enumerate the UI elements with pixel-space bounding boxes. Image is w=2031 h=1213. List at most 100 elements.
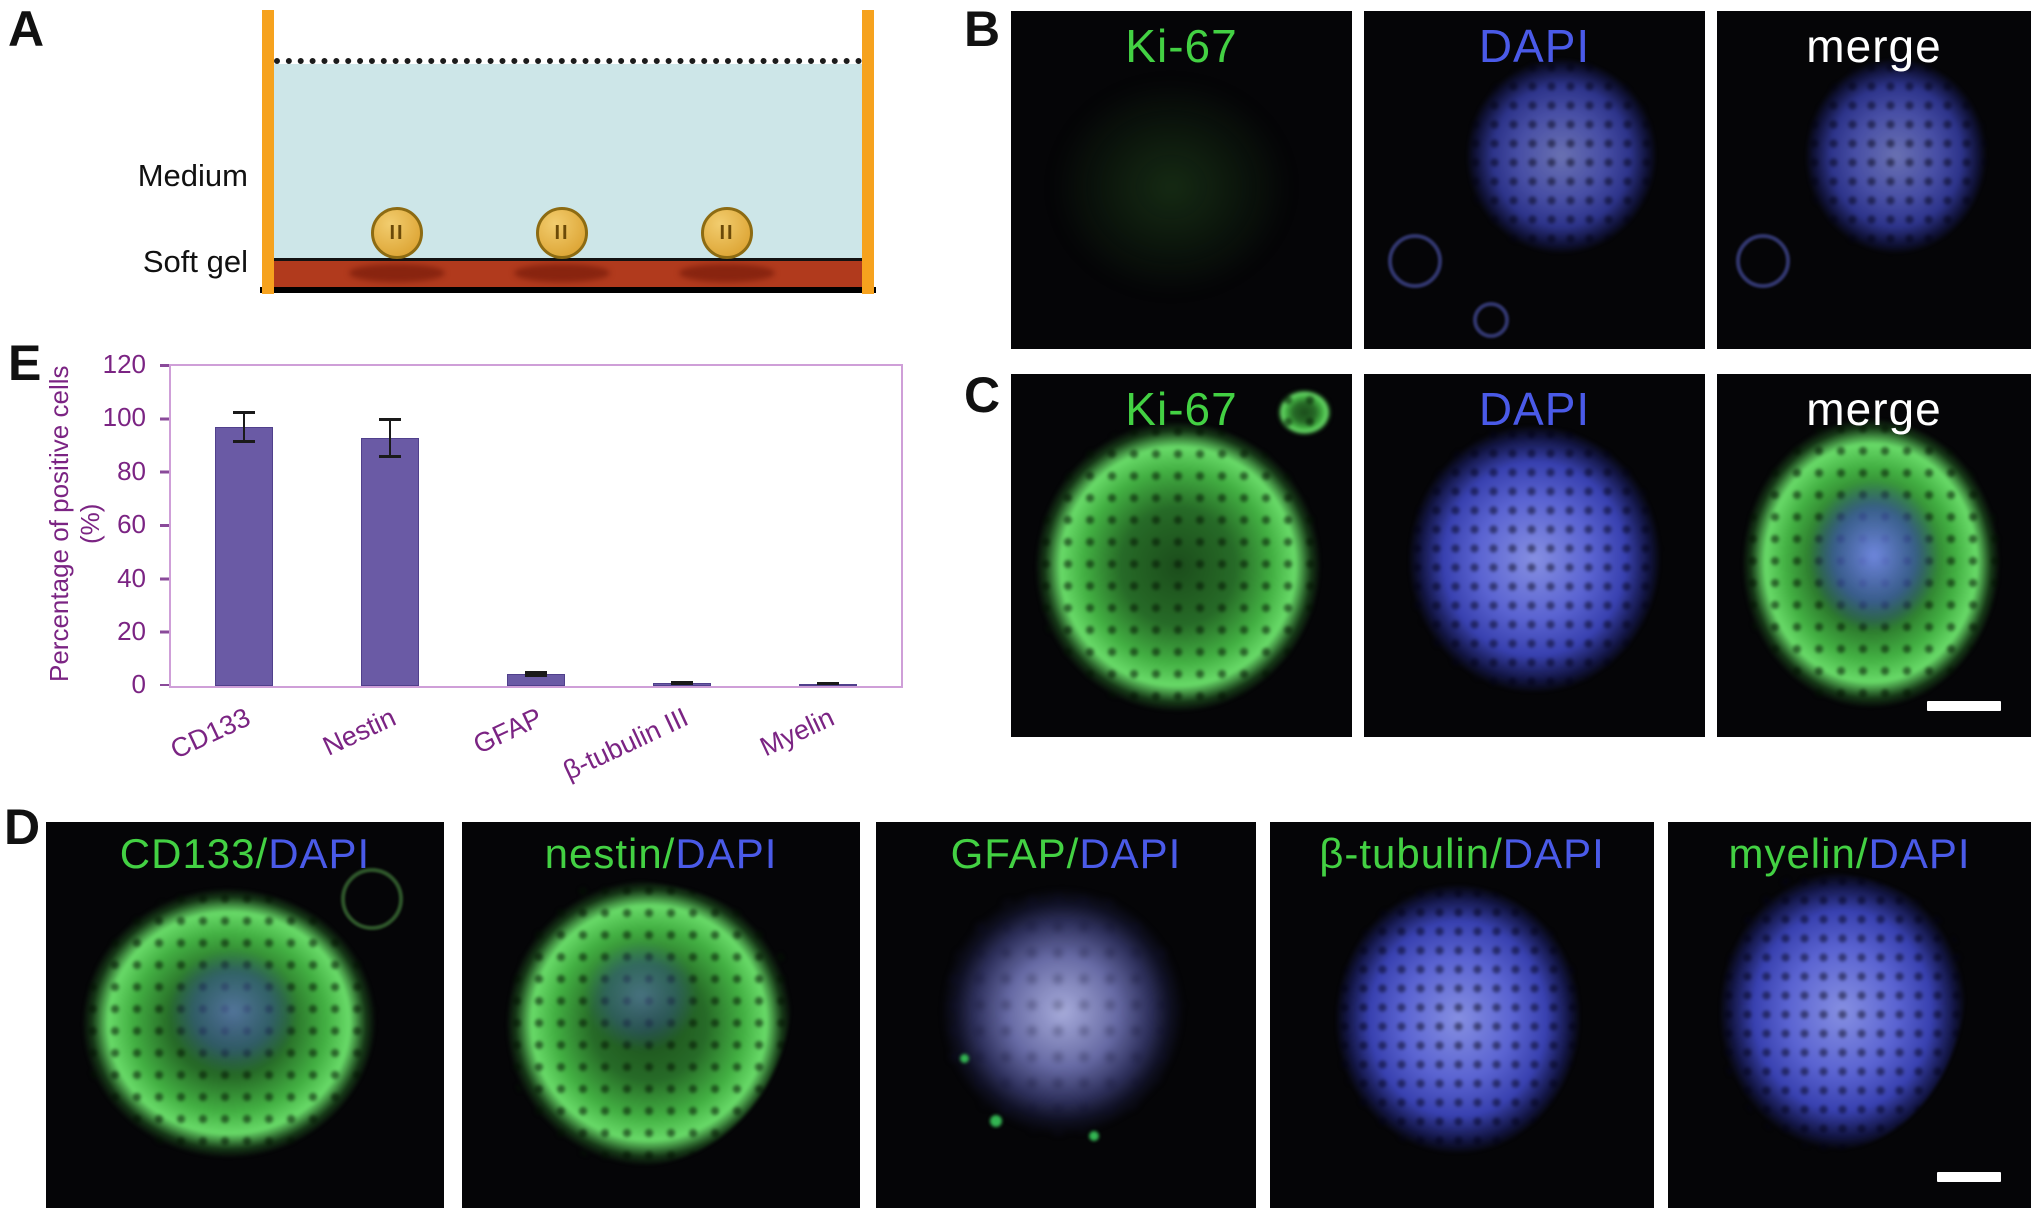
micro-image-c-ki67: Ki-67 (1011, 374, 1352, 737)
marker-label: myelin/ (1728, 830, 1869, 877)
micro-image-d-btubulin: β-tubulin/DAPI (1270, 822, 1654, 1208)
spheroid-glyph: II (554, 221, 570, 244)
chart-y-tick-labels: 120 100 80 60 40 20 0 (86, 349, 152, 699)
dapi-label: DAPI (1079, 830, 1182, 877)
micro-image-d-gfap: GFAP/DAPI (876, 822, 1256, 1208)
neurosphere-blue-core (1804, 475, 1944, 636)
image-label-merge: merge (1806, 383, 1942, 435)
y-tick-label: 40 (117, 563, 146, 593)
gel-interface-line (274, 258, 862, 261)
dish-wall-right (862, 10, 874, 294)
micro-image-b-merge: merge (1717, 11, 2031, 349)
gfap-speck (990, 1115, 1002, 1128)
panel-label-c: C (964, 367, 1001, 423)
y-tick-label: 100 (102, 402, 146, 432)
neurosphere-blue (1804, 58, 1988, 255)
y-tick-label: 60 (117, 509, 146, 539)
dapi-label: DAPI (1502, 830, 1605, 877)
debris-ring (1387, 234, 1442, 289)
y-tick-marks (160, 364, 169, 686)
bar-slot-gfap (463, 366, 609, 686)
micro-image-b-dapi: DAPI (1364, 11, 1705, 349)
dish-base-line (260, 287, 876, 293)
micro-image-b-ki67: Ki-67 (1011, 11, 1352, 349)
category-label: GFAP (468, 702, 547, 760)
category-label: CD133 (165, 702, 255, 765)
culture-dish-schematic: II II II (260, 10, 876, 294)
y-tick-label: 120 (102, 349, 146, 379)
image-label-ki67: Ki-67 (1125, 20, 1238, 72)
panel-label-d: D (4, 799, 41, 855)
gel-smudge (349, 264, 445, 282)
y-tick-label: 20 (117, 616, 146, 646)
debris-ring (340, 868, 403, 931)
image-label-dapi: DAPI (1478, 20, 1591, 72)
marker-label: nestin/ (544, 830, 676, 877)
micro-image-c-dapi: DAPI (1364, 374, 1705, 737)
gel-smudge (514, 264, 610, 282)
chart-bar (361, 438, 419, 686)
bar-slot-btubulin (609, 366, 755, 686)
image-label-merge: merge (1806, 20, 1942, 72)
dapi-label: DAPI (675, 830, 778, 877)
panel-label-a: A (8, 1, 45, 57)
debris-ring (1735, 234, 1790, 289)
dapi-label: DAPI (268, 830, 371, 877)
image-label-ki67: Ki-67 (1125, 383, 1238, 435)
neurosphere-blue (1408, 424, 1661, 694)
neurosphere-blue (1335, 883, 1582, 1154)
panel-label-b: B (964, 1, 1001, 57)
micro-image-d-nestin: nestin/DAPI (462, 822, 860, 1208)
image-label-cd133-dapi: CD133/DAPI (46, 830, 444, 878)
medium-fill-line (274, 58, 862, 64)
dish-wall-left (262, 10, 274, 294)
image-label-myelin-dapi: myelin/DAPI (1668, 830, 2031, 878)
error-bar (243, 411, 245, 444)
marker-label: CD133/ (119, 830, 269, 877)
micro-image-c-merge: merge (1717, 374, 2031, 737)
scale-bar (1937, 1172, 2001, 1182)
micro-image-d-cd133: CD133/DAPI (46, 822, 444, 1208)
error-bar (389, 418, 391, 458)
soft-gel-label: Soft gel (142, 244, 248, 279)
gfap-speck (1088, 1130, 1099, 1141)
neurosphere-faint-green (1051, 78, 1291, 295)
spheroid-glyph: II (719, 221, 735, 244)
image-label-gfap-dapi: GFAP/DAPI (876, 830, 1256, 878)
marker-label: β-tubulin/ (1319, 830, 1503, 877)
neurosphere-lavender (940, 887, 1184, 1135)
y-tick-label: 80 (117, 456, 146, 486)
image-label-nestin-dapi: nestin/DAPI (462, 830, 860, 878)
marker-label: GFAP/ (950, 830, 1080, 877)
neurosphere-blue-core (581, 937, 701, 1054)
bar-slot-nestin (317, 366, 463, 686)
error-bar (535, 670, 537, 678)
spheroid-icon: II (701, 207, 753, 259)
neurosphere-green (1034, 421, 1322, 712)
dapi-label: DAPI (1868, 830, 1971, 877)
chart-category-labels: CD133 Nestin GFAP β-tubulin III Myelin (165, 692, 899, 786)
bar-slot-cd133 (171, 366, 317, 686)
image-label-btubulin-dapi: β-tubulin/DAPI (1270, 830, 1654, 878)
medium-label: Medium (137, 158, 248, 193)
soft-gel-layer (274, 261, 862, 287)
bar-slot-myelin (755, 366, 901, 686)
spheroid-icon: II (536, 207, 588, 259)
chart-bar (215, 427, 273, 686)
error-bar (681, 680, 683, 685)
error-bar (827, 682, 829, 686)
spheroid-glyph: II (389, 221, 405, 244)
y-tick-label: 0 (131, 669, 146, 699)
category-label: Myelin (755, 702, 839, 763)
gfap-speck (959, 1053, 969, 1063)
gel-smudge (679, 264, 775, 282)
category-label: β-tubulin III (558, 702, 693, 786)
neurosphere-blue (1466, 58, 1658, 255)
debris-ring (1473, 301, 1510, 338)
neurosphere-blue-core (165, 945, 301, 1077)
micro-image-d-myelin: myelin/DAPI (1668, 822, 2031, 1208)
category-label: Nestin (318, 702, 401, 762)
scale-bar (1927, 701, 2001, 711)
neurosphere-blue (1718, 872, 1966, 1151)
